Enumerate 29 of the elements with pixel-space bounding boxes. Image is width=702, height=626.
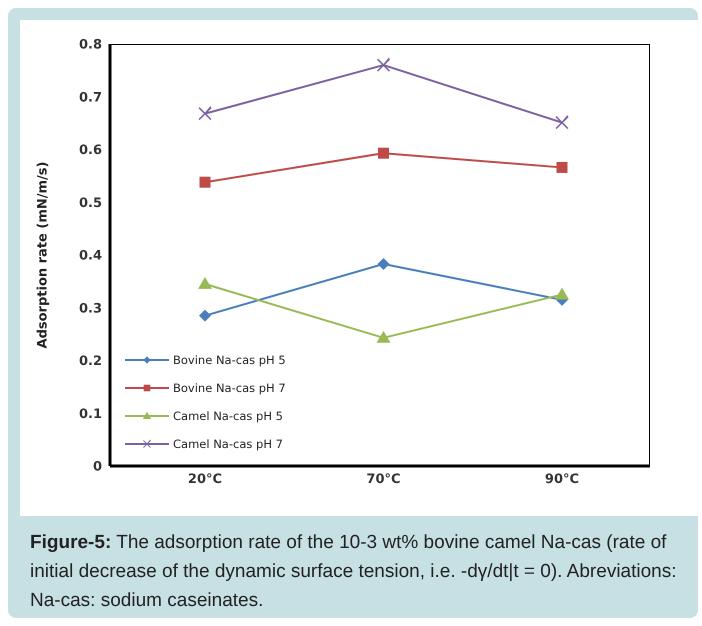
y-tick-label: 0.7	[78, 90, 102, 106]
point	[198, 106, 212, 120]
text: Figure-5: The adsorption rate of the 10-3 wt% bovine camel Na-cas (rate of initial decrease of the dynamic surface tension, i.e. -dγ/dt|t = 0). Abreviations: Na-cas: sodium caseinates.	[30, 531, 678, 613]
point	[377, 58, 390, 72]
point	[378, 258, 390, 270]
legend-label: Camel Na-cas pH 7	[173, 437, 283, 451]
y-tick-label: 0.4	[78, 248, 102, 264]
x-tick-label: 20°C	[188, 472, 222, 488]
point	[200, 176, 210, 188]
legend-label: Bovine Na-cas pH 7	[173, 381, 286, 395]
y-tick-label: 0.2	[78, 354, 102, 370]
y-tick-label: 0.5	[78, 196, 102, 211]
point	[556, 162, 568, 173]
point	[199, 310, 211, 322]
y-tick-label: 0.1	[78, 406, 102, 422]
point	[556, 115, 568, 130]
legend-label: Camel Na-cas pH 5	[173, 409, 283, 423]
legend-label: Bovine Na-cas pH 5	[173, 353, 286, 367]
y-axis-title: Adsorption rate (mN/m/s)	[36, 162, 51, 348]
point	[376, 330, 390, 343]
point	[555, 288, 569, 300]
y-tick-label: 0.3	[78, 301, 102, 316]
x-tick-label: 70°C	[366, 472, 401, 488]
point	[198, 277, 212, 289]
point	[378, 148, 389, 159]
y-tick-label: 0.8	[78, 38, 102, 53]
y-tick-label: 0	[92, 460, 102, 475]
x-tick-label: 90°C	[544, 472, 580, 488]
y-tick-label: 0.6	[78, 143, 102, 158]
